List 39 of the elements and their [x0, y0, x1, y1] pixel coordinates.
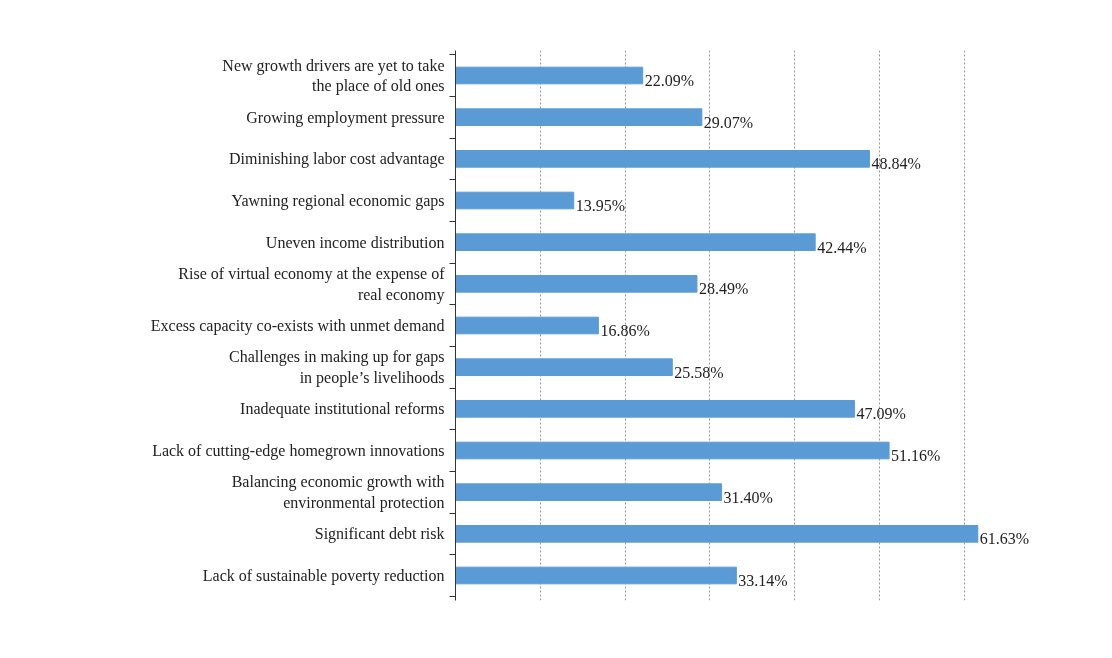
bar — [455, 233, 816, 251]
data-label: 16.86% — [600, 322, 650, 339]
bar — [455, 483, 723, 501]
data-label: 61.63% — [979, 530, 1030, 548]
data-label: 42.44% — [817, 238, 867, 256]
y-tick-label: Lack of sustainable poverty reduction — [202, 567, 445, 585]
data-label: 13.95% — [575, 197, 626, 214]
data-label: 31.40% — [723, 488, 773, 506]
y-tick-label: New growth drivers are yet to take the place of old ones — [222, 56, 445, 96]
y-tick-label: Significant debt risk — [314, 525, 445, 544]
bar — [455, 400, 856, 418]
bar — [455, 566, 737, 585]
bar — [455, 316, 599, 335]
data-label: 51.16% — [891, 447, 941, 464]
data-label: 25.58% — [674, 363, 724, 381]
bar — [455, 441, 890, 460]
y-tick-label: Yawning regional economic gaps — [231, 192, 445, 210]
bar — [455, 525, 979, 543]
y-tick-label: Rise of virtual economy at the expense of real economy — [178, 265, 446, 304]
y-tick-label: Balancing economic growth with environmental protection — [231, 473, 445, 512]
y-tick-label: Inadequate institutional reforms — [240, 400, 445, 419]
y-tick-label: Challenges in making up for gaps in people’s livelihoods — [228, 348, 445, 387]
data-label: 48.84% — [871, 155, 921, 173]
y-tick-label: Excess capacity co-exists with unmet demand — [150, 317, 445, 335]
bar — [455, 66, 644, 85]
y-tick-label: Lack of cutting-edge homegrown innovations — [152, 442, 445, 460]
data-label: 28.49% — [698, 280, 749, 298]
data-label: 22.09% — [644, 72, 695, 89]
y-tick-label: Growing employment pressure — [246, 108, 445, 127]
y-tick-label: Uneven income distribution — [265, 233, 445, 251]
data-label: 33.14% — [738, 572, 788, 589]
data-label: 47.09% — [856, 405, 906, 423]
data-label: 29.07% — [703, 113, 754, 131]
bar — [455, 191, 575, 210]
bar — [455, 358, 673, 376]
bar — [455, 275, 698, 293]
bar — [455, 108, 703, 126]
bar — [455, 150, 870, 168]
y-tick-label: Diminishing labor cost advantage — [228, 150, 445, 169]
